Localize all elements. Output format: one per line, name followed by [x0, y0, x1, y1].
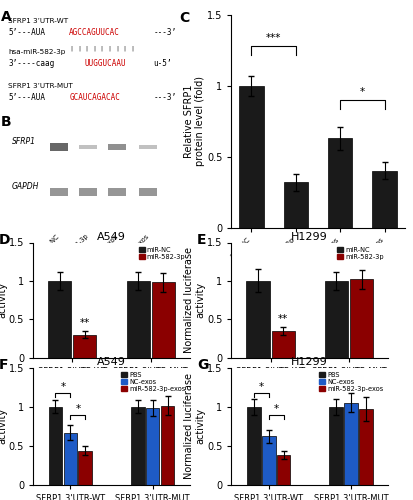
Text: |: |	[116, 46, 118, 51]
Text: UUGGUCAAU: UUGGUCAAU	[85, 59, 126, 68]
Bar	[73, 334, 96, 357]
Text: |: |	[93, 46, 95, 51]
Y-axis label: Relative SFRP1
protein level (fold): Relative SFRP1 protein level (fold)	[184, 76, 206, 166]
Bar	[64, 432, 77, 485]
Bar	[262, 436, 275, 485]
Title: H1299: H1299	[292, 356, 328, 366]
Text: miR-NC: miR-NC	[39, 233, 61, 254]
Legend: PBS, NC-exos, miR-582-3p-exos: PBS, NC-exos, miR-582-3p-exos	[120, 371, 187, 394]
Text: ***: ***	[266, 34, 281, 43]
Text: hsa-miR-582-3p: hsa-miR-582-3p	[8, 49, 66, 55]
Text: SFRP1 3’UTR-WT: SFRP1 3’UTR-WT	[8, 18, 69, 24]
Text: GAPDH: GAPDH	[12, 182, 39, 191]
Bar	[328, 138, 352, 228]
Y-axis label: Normalized luciferase
activity: Normalized luciferase activity	[184, 247, 206, 353]
Text: |: |	[70, 46, 72, 51]
Bar	[139, 188, 157, 196]
Text: GCAUCAGACAC: GCAUCAGACAC	[69, 94, 120, 102]
Legend: miR-NC, miR-582-3p: miR-NC, miR-582-3p	[138, 246, 187, 262]
Text: *: *	[360, 87, 365, 97]
Text: *: *	[75, 404, 81, 413]
Bar	[373, 171, 397, 228]
Bar	[350, 280, 373, 357]
Title: H1299: H1299	[292, 232, 328, 241]
Bar	[79, 145, 97, 148]
Text: *: *	[273, 404, 279, 413]
Text: |: |	[101, 46, 103, 51]
Text: |: |	[85, 46, 88, 51]
Text: |: |	[78, 46, 80, 51]
Legend: miR-NC, miR-582-3p: miR-NC, miR-582-3p	[336, 246, 385, 262]
Text: |: |	[123, 46, 126, 51]
Bar	[152, 282, 175, 358]
Bar	[127, 281, 150, 357]
Text: A: A	[1, 10, 12, 24]
Bar	[247, 281, 270, 357]
Text: SFRP1: SFRP1	[12, 137, 36, 146]
Text: 3’----caag: 3’----caag	[8, 59, 55, 68]
Bar	[344, 403, 358, 485]
Bar	[79, 188, 97, 196]
Text: miR-582-3p-exos: miR-582-3p-exos	[106, 233, 150, 277]
Legend: PBS, NC-exos, miR-582-3p-exos: PBS, NC-exos, miR-582-3p-exos	[318, 371, 385, 394]
Bar	[50, 188, 68, 196]
Bar	[108, 188, 126, 196]
Bar	[359, 409, 373, 485]
Bar	[247, 406, 261, 485]
Text: E: E	[197, 234, 206, 247]
Text: ---3’: ---3’	[153, 94, 176, 102]
Bar	[329, 406, 343, 485]
Bar	[49, 406, 62, 485]
Y-axis label: Normalized luciferase
activity: Normalized luciferase activity	[0, 247, 7, 353]
Bar	[139, 145, 157, 148]
Text: |: |	[131, 46, 133, 51]
Text: **: **	[80, 318, 90, 328]
Bar	[131, 406, 145, 485]
Text: *: *	[60, 382, 66, 392]
Bar	[78, 450, 92, 485]
Title: A549: A549	[97, 356, 126, 366]
Bar	[325, 281, 348, 357]
Text: **: **	[278, 314, 288, 324]
Text: F: F	[0, 358, 8, 372]
Text: 5’---AUA: 5’---AUA	[8, 94, 45, 102]
Text: AGCCAGUUCAC: AGCCAGUUCAC	[69, 28, 120, 37]
Bar	[48, 281, 71, 357]
Text: NC-exos: NC-exos	[96, 233, 119, 256]
Bar	[239, 86, 263, 228]
Text: miR-582-3p: miR-582-3p	[59, 233, 90, 264]
Text: D: D	[0, 234, 10, 247]
Title: A549: A549	[97, 232, 126, 241]
Text: 5’---AUA: 5’---AUA	[8, 28, 45, 37]
Text: |: |	[108, 46, 110, 51]
Bar	[271, 330, 294, 357]
Bar	[277, 455, 290, 485]
Y-axis label: Normalized luciferase
activity: Normalized luciferase activity	[184, 373, 206, 479]
Bar	[146, 408, 159, 485]
Bar	[161, 406, 174, 485]
Text: SFRP1 3’UTR-MUT: SFRP1 3’UTR-MUT	[8, 83, 73, 89]
Text: ---3’: ---3’	[153, 28, 176, 37]
Text: B: B	[1, 114, 12, 128]
Y-axis label: Normalized luciferase
activity: Normalized luciferase activity	[0, 373, 7, 479]
Text: G: G	[197, 358, 208, 372]
Text: *: *	[259, 382, 264, 392]
Text: u-5’: u-5’	[153, 59, 172, 68]
Bar	[50, 143, 68, 151]
Bar	[284, 182, 308, 228]
Bar	[108, 144, 126, 150]
Text: C: C	[179, 10, 190, 24]
